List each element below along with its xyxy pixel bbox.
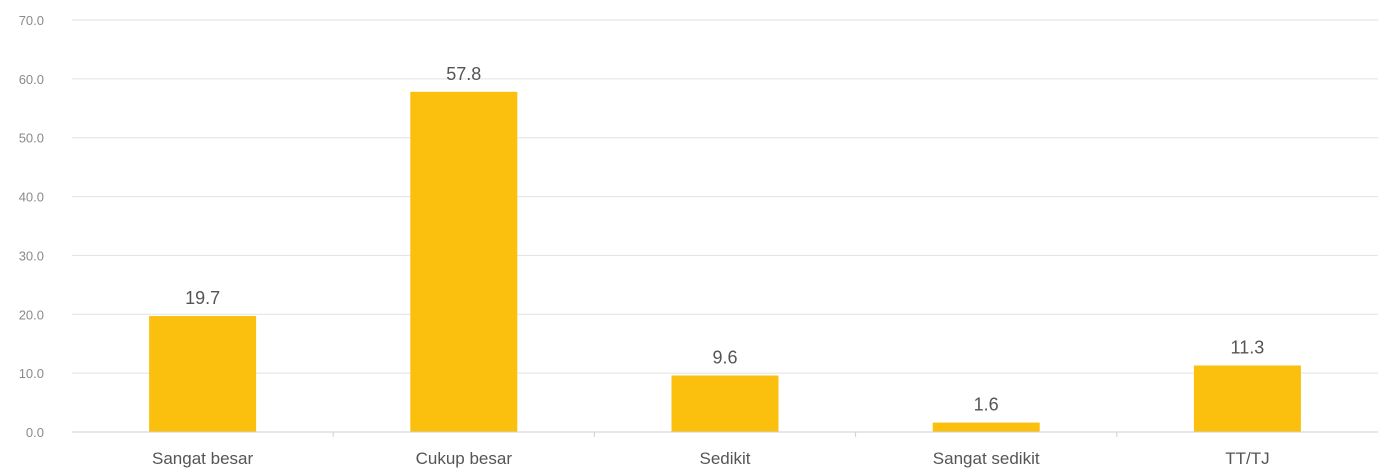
- y-tick-label: 50.0: [19, 131, 44, 146]
- bar: [1193, 365, 1301, 432]
- category-label: TT/TJ: [1225, 449, 1269, 468]
- bar: [149, 316, 257, 432]
- data-label: 11.3: [1231, 337, 1265, 357]
- y-tick-label: 30.0: [19, 248, 44, 263]
- bar: [932, 422, 1040, 432]
- category-label: Sedikit: [699, 449, 750, 468]
- y-tick-label: 0.0: [26, 425, 44, 440]
- bars: [149, 91, 1301, 432]
- data-label: 9.6: [712, 347, 737, 367]
- bar: [410, 91, 518, 432]
- y-tick-label: 60.0: [19, 72, 44, 87]
- bar: [671, 375, 779, 432]
- x-axis: [72, 431, 1378, 437]
- category-labels: Sangat besar Cukup besar Sedikit Sangat sed…: [152, 449, 1270, 468]
- y-tick-label: 10.0: [19, 366, 44, 381]
- y-tick-label: 20.0: [19, 307, 44, 322]
- gridlines: [72, 19, 1378, 374]
- data-label: 57.8: [446, 64, 481, 84]
- y-axis-ticks: 0.0 10.0 20.0 30.0 40.0 50.0 60.0 70.0: [19, 13, 44, 440]
- y-tick-label: 70.0: [19, 13, 44, 28]
- data-labels: 19.7 57.8 9.6 1.6 11.3: [185, 64, 1264, 415]
- category-label: Sangat besar: [152, 449, 253, 468]
- category-label: Cukup besar: [416, 449, 513, 468]
- y-tick-label: 40.0: [19, 190, 44, 205]
- data-label: 1.6: [974, 395, 999, 415]
- category-label: Sangat sedikit: [933, 449, 1040, 468]
- data-label: 19.7: [185, 288, 220, 308]
